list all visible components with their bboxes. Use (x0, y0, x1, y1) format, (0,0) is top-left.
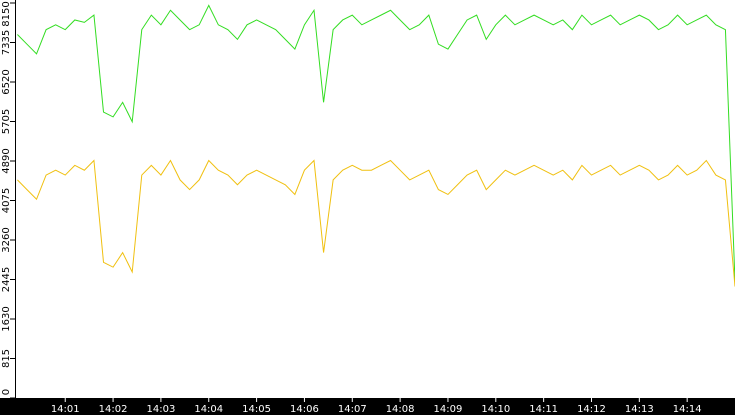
x-tick-label: 14:01 (51, 404, 80, 415)
y-tick-label: 5705 (1, 109, 12, 134)
y-tick-label: 3260 (1, 227, 12, 252)
y-tick-label: 815 (1, 349, 12, 368)
x-tick-label: 14:08 (386, 404, 415, 415)
y-tick-label: 0 (1, 389, 12, 395)
x-tick-label: 14:06 (290, 404, 319, 415)
x-tick-label: 14:03 (146, 404, 175, 415)
y-tick-label: 8150 (1, 1, 12, 26)
y-tick-label: 1630 (1, 306, 12, 331)
x-tick-label: 14:07 (338, 404, 367, 415)
x-tick-label: 14:10 (481, 404, 510, 415)
series-line (17, 4, 735, 282)
y-tick-label: 4890 (1, 148, 12, 173)
x-tick-label: 14:13 (625, 404, 654, 415)
x-tick-label: 14:09 (434, 404, 463, 415)
x-tick-label: 14:05 (242, 404, 271, 415)
x-tick-label: 14:02 (99, 404, 128, 415)
y-tick-label: 4075 (1, 188, 12, 213)
series-line (17, 159, 735, 287)
y-tick-label: 7335 (1, 30, 12, 55)
x-tick-label: 14:12 (577, 404, 606, 415)
y-tick-label: 2445 (1, 267, 12, 292)
x-tick-label: 14:14 (673, 404, 702, 415)
x-axis-band (0, 398, 735, 415)
x-tick-label: 14:04 (194, 404, 223, 415)
x-tick-label: 14:11 (529, 404, 558, 415)
y-tick-label: 6520 (1, 69, 12, 94)
